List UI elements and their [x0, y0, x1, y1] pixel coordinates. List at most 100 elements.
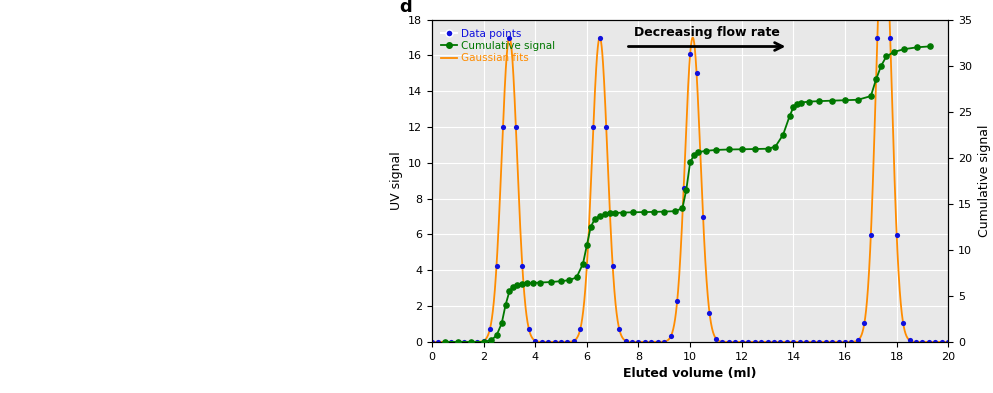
Point: [837, 339, 853, 345]
Point: [569, 274, 585, 281]
Point: [675, 185, 691, 191]
Point: [618, 338, 634, 344]
Point: [579, 242, 595, 248]
Point: [476, 338, 492, 344]
Point: [850, 337, 866, 343]
Point: [638, 339, 653, 345]
X-axis label: Eluted volume (ml): Eluted volume (ml): [624, 367, 757, 380]
Point: [922, 339, 937, 345]
Point: [450, 339, 466, 345]
Point: [450, 339, 466, 345]
Point: [597, 211, 613, 218]
Point: [811, 98, 827, 104]
Point: [922, 43, 938, 50]
Point: [656, 208, 672, 215]
Point: [463, 339, 479, 345]
Point: [889, 231, 905, 238]
Point: [824, 339, 840, 345]
Point: [636, 209, 651, 215]
Point: [615, 209, 631, 216]
Point: [669, 298, 685, 304]
Point: [608, 210, 624, 216]
Point: [927, 339, 943, 345]
Point: [598, 124, 614, 130]
Point: [773, 339, 788, 345]
Point: [497, 302, 513, 308]
Point: [505, 283, 521, 290]
Point: [605, 263, 621, 269]
Point: [643, 339, 659, 345]
Point: [553, 339, 569, 345]
Point: [489, 263, 504, 269]
Point: [546, 339, 562, 345]
Point: [566, 338, 582, 344]
Point: [431, 339, 447, 345]
Point: [793, 99, 809, 106]
Point: [747, 146, 763, 152]
Point: [424, 339, 440, 345]
Point: [741, 339, 757, 345]
Point: [656, 338, 672, 345]
Point: [560, 339, 576, 345]
Point: [708, 147, 724, 153]
Point: [575, 261, 591, 267]
Point: [883, 35, 899, 41]
Point: [747, 339, 763, 345]
Point: [798, 339, 814, 345]
Point: [767, 339, 782, 345]
Point: [879, 53, 895, 60]
Point: [690, 149, 706, 155]
Point: [625, 339, 640, 345]
Point: [734, 339, 750, 345]
Point: [592, 35, 608, 41]
Point: [543, 279, 559, 285]
Point: [801, 99, 817, 105]
Point: [514, 263, 530, 269]
Point: [811, 339, 827, 345]
Point: [631, 339, 646, 345]
Y-axis label: UV signal: UV signal: [389, 151, 402, 210]
Point: [463, 339, 479, 345]
Point: [494, 320, 509, 327]
Point: [524, 280, 540, 286]
Point: [579, 263, 595, 269]
Point: [470, 339, 486, 345]
Point: [721, 339, 737, 345]
Point: [863, 231, 879, 238]
Legend: Data points, Cumulative signal, Gaussian fits: Data points, Cumulative signal, Gaussian…: [437, 25, 559, 67]
Point: [734, 146, 750, 152]
Point: [682, 159, 698, 165]
Point: [489, 332, 504, 339]
Point: [602, 210, 618, 217]
Point: [863, 93, 879, 99]
Point: [650, 339, 666, 345]
Point: [868, 76, 884, 83]
Point: [910, 44, 925, 50]
Point: [663, 333, 679, 340]
Point: [715, 339, 731, 345]
Point: [785, 339, 801, 345]
Point: [702, 310, 718, 316]
Point: [830, 339, 846, 345]
Point: [682, 51, 698, 57]
Point: [934, 339, 950, 345]
Point: [514, 281, 530, 287]
Point: [844, 339, 860, 345]
Point: [915, 339, 930, 345]
Point: [940, 339, 956, 345]
Point: [728, 339, 744, 345]
Point: [527, 338, 543, 344]
Point: [674, 205, 690, 211]
Point: [666, 208, 682, 214]
Point: [856, 320, 873, 326]
Point: [902, 337, 918, 343]
Point: [456, 339, 473, 345]
Point: [476, 339, 492, 345]
Point: [626, 209, 641, 215]
Point: [776, 132, 791, 138]
Point: [437, 339, 453, 345]
Point: [540, 339, 556, 345]
Point: [886, 49, 902, 55]
Point: [586, 124, 602, 130]
Point: [789, 101, 805, 108]
